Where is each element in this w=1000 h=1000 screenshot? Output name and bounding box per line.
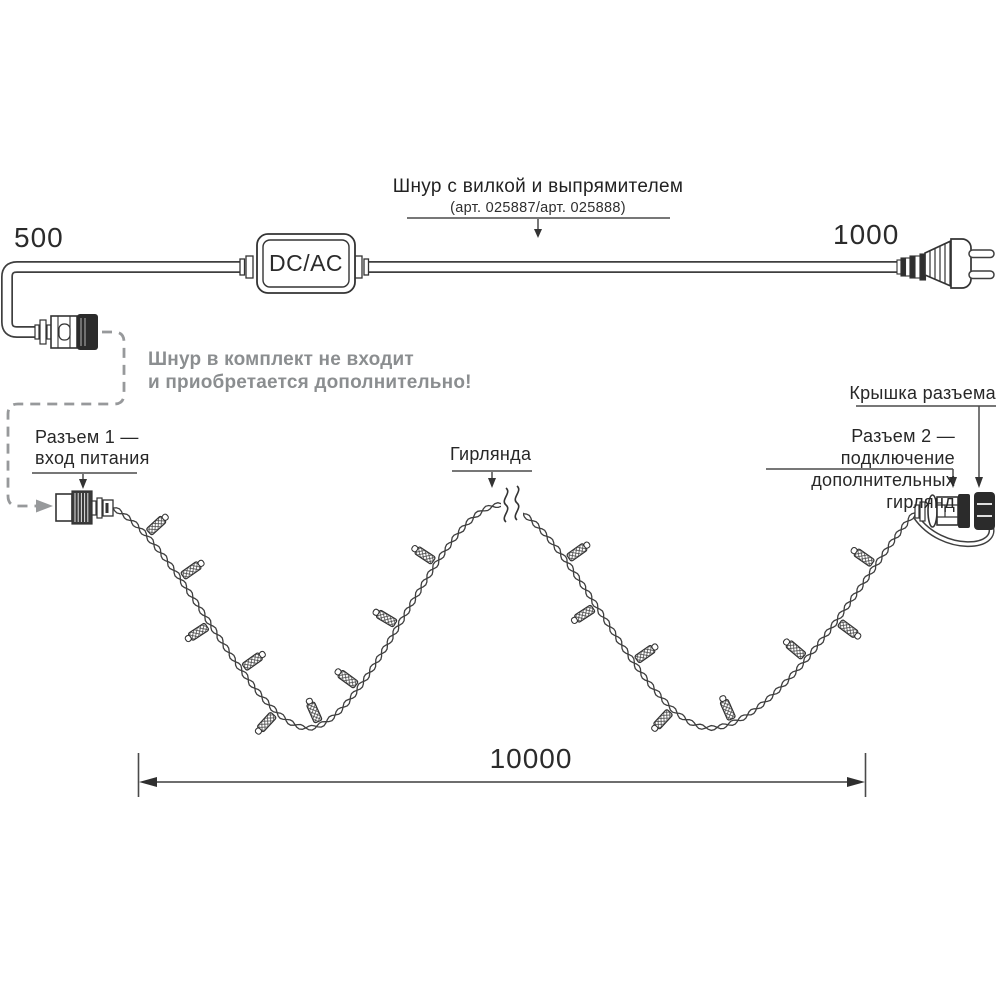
- lamp: [241, 650, 266, 671]
- garland-wire: [112, 502, 916, 732]
- connector2-label-line2: дополнительных гирлянд: [811, 470, 955, 512]
- garland-wire-base: [113, 505, 916, 728]
- lamp: [651, 709, 673, 732]
- connector2-leader-line: [766, 468, 957, 488]
- note-line-2: и приобретается дополнительно!: [148, 372, 472, 393]
- lamp: [850, 546, 875, 567]
- cap-label: Крышка разъема: [795, 383, 996, 404]
- lamp: [254, 712, 277, 735]
- dim-1000-label: 1000: [833, 219, 900, 250]
- connector2-label: Разъем 2 — подключение дополнительных ги…: [755, 425, 955, 513]
- cord-end-connector: [34, 314, 98, 350]
- lamp: [782, 638, 807, 660]
- dashed-connection-path: [6, 330, 126, 513]
- wire-break-symbol: [501, 485, 523, 523]
- lamp: [184, 622, 210, 643]
- garland-connector-1: [55, 490, 114, 525]
- title-leader-line: [407, 217, 670, 238]
- not-included-note: Шнур в комплект не входит и приобретаетс…: [148, 348, 472, 394]
- lamp: [180, 559, 205, 580]
- dim-10000-label: 10000: [489, 743, 573, 774]
- garland-lamps: [146, 513, 875, 735]
- lamp: [634, 643, 659, 664]
- connector2-label-line1: Разъем 2 — подключение: [840, 426, 955, 468]
- lamp: [372, 608, 398, 628]
- lamp: [719, 695, 736, 721]
- dimension-10000: [137, 753, 867, 797]
- note-line-1: Шнур в комплект не входит: [148, 349, 414, 370]
- garland-label: Гирлянда: [450, 444, 531, 465]
- cap-leader-line: [856, 405, 996, 488]
- garland-leader-line: [452, 470, 532, 488]
- dcac-converter-box: [239, 233, 370, 294]
- lamp: [334, 668, 359, 689]
- lamp: [837, 619, 862, 640]
- power-plug: [896, 238, 995, 289]
- cap-label-text: Крышка разъема: [849, 383, 996, 403]
- dim-500-label: 500: [14, 222, 64, 253]
- lamp: [570, 604, 596, 625]
- cord-title: Шнур с вилкой и выпрямителем: [392, 176, 684, 197]
- lamp: [146, 513, 169, 536]
- cord-article-numbers: (арт. 025887/арт. 025888): [450, 200, 626, 216]
- lamp: [305, 697, 323, 724]
- converter-label: DC/AC: [268, 250, 344, 276]
- connector1-label-line1: Разъем 1 —: [35, 427, 139, 447]
- lamp: [566, 541, 591, 562]
- lamp: [411, 545, 436, 565]
- garland-label-text: Гирлянда: [450, 444, 532, 464]
- cord-title-block: Шнур с вилкой и выпрямителем (арт. 02588…: [383, 176, 693, 219]
- connector1-label: Разъем 1 — вход питания: [35, 427, 150, 469]
- power-cord-500: [1, 261, 245, 338]
- connector1-label-line2: вход питания: [35, 448, 150, 468]
- garland-connector-2: [913, 492, 995, 548]
- connector1-leader-line: [32, 472, 137, 489]
